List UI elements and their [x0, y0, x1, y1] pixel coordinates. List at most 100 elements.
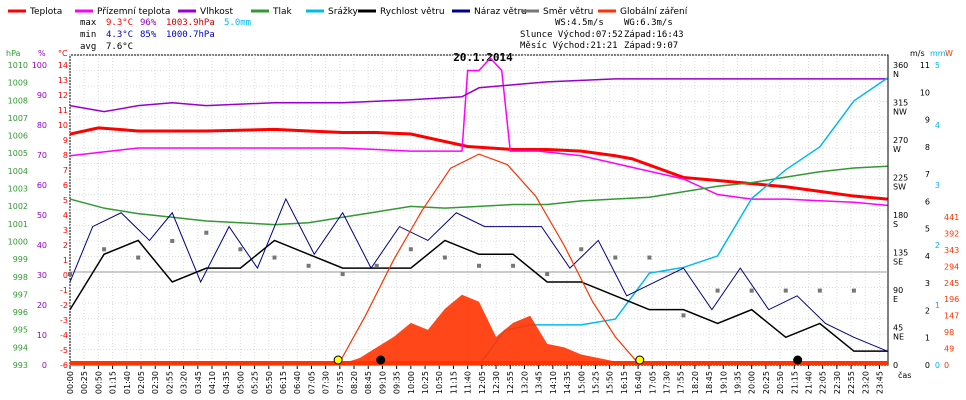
celsius-tick: 6 [63, 181, 68, 190]
stats-block: max 9.3°C 96% 1003.9hPa 5.0mm min 4.3°C 85% 1000… [80, 18, 251, 52]
series-line-p-zemn-teplota [69, 56, 888, 207]
w-tick: 147 [944, 312, 959, 321]
legend-label: Srážky [328, 7, 359, 17]
time-tick-label: 07:30 [322, 371, 331, 394]
time-tick-label: 07:55 [336, 371, 345, 394]
legend-label: Náraz větru [474, 7, 527, 17]
dir-tick-letter: S [893, 220, 898, 229]
time-tick-label: 12:30 [492, 371, 501, 394]
celsius-tick: 3 [63, 226, 68, 235]
wind-dir-point [511, 263, 516, 268]
celsius-tick: 7 [63, 166, 68, 175]
dir-tick: 0 [893, 361, 898, 370]
legend-label: Rychlost větru [380, 7, 445, 17]
hpa-tick: 1005 [8, 149, 28, 158]
series-line-teplota [69, 126, 888, 201]
stats-max-label: max [80, 18, 97, 28]
celsius-tick: 1 [63, 256, 68, 265]
ms-tick: 8 [925, 143, 930, 152]
time-tick-label: 03:45 [194, 371, 203, 394]
time-tick-label: 12:05 [478, 371, 487, 394]
time-tick-label: 22:30 [833, 371, 842, 394]
pct-tick: 90 [37, 91, 47, 100]
time-tick-label: 00:50 [94, 371, 103, 394]
time-tick-label: 20:25 [762, 371, 771, 394]
wind-dir-point [647, 255, 652, 260]
pct-tick: 40 [37, 241, 47, 250]
dir-tick: 270 [893, 136, 908, 145]
mm-tick: 1 [935, 301, 940, 310]
hpa-tick: 1007 [8, 114, 28, 123]
celsius-tick: 9 [63, 136, 68, 145]
time-tick-label: 03:20 [180, 371, 189, 394]
wind-dir-point [715, 288, 720, 293]
time-tick-label: 20:00 [748, 371, 757, 394]
ms-tick: 7 [925, 170, 930, 179]
hpa-tick: 997 [13, 290, 28, 299]
pct-tick: 10 [37, 331, 47, 340]
dir-tick: 45 [893, 324, 903, 333]
stats-max-rain: 5.0mm [224, 18, 251, 28]
time-tick-label: 15:00 [577, 371, 586, 394]
time-tick-label: 15:25 [591, 371, 600, 394]
ms-tick: 6 [925, 197, 930, 206]
pct-tick: 30 [37, 271, 47, 280]
time-tick-label: 12:55 [506, 371, 515, 394]
celsius-tick: 8 [63, 151, 68, 160]
hpa-tick: 1004 [8, 167, 28, 176]
stats-min-label: min [80, 30, 96, 40]
ms-tick: 4 [925, 252, 930, 261]
hpa-tick: 1002 [8, 202, 28, 211]
celsius-tick: -5 [60, 346, 68, 355]
radiation-area [338, 294, 640, 365]
time-tick-label: 10:50 [435, 371, 444, 394]
ms-tick: 10 [920, 88, 930, 97]
celsius-tick: 4 [63, 211, 68, 220]
hpa-unit: hPa [6, 49, 21, 58]
time-tick-label: 23:45 [875, 371, 884, 394]
wind-dir-point [340, 272, 345, 277]
sunset-marker [635, 355, 645, 365]
celsius-tick: -6 [60, 361, 68, 370]
wind-dir-point [749, 288, 754, 293]
celsius-tick: -1 [60, 286, 68, 295]
wind-dir-point [477, 263, 481, 268]
time-tick-label: 09:10 [378, 371, 387, 394]
dir-tick-letter: NE [893, 333, 904, 342]
info-sun-rise: Slunce Východ:07:52 [520, 30, 623, 40]
time-tick-label: 20:50 [776, 371, 785, 394]
moonrise-marker [793, 355, 803, 365]
legend-label: Vlhkost [200, 7, 233, 17]
stats-max-press: 1003.9hPa [166, 18, 215, 28]
series-line-vlhkost [69, 78, 888, 113]
pct-tick: 60 [37, 181, 47, 190]
mm-tick: 3 [935, 181, 940, 190]
w-tick: 294 [944, 262, 959, 271]
dir-tick-letter: N [893, 70, 899, 79]
ms-tick: 2 [925, 306, 930, 315]
hpa-tick: 1003 [8, 185, 28, 194]
radiation-baseline [70, 361, 888, 365]
moonset-marker [376, 355, 386, 365]
time-tick-label: 18:45 [705, 371, 714, 394]
time-tick-label: 19:10 [719, 371, 728, 394]
w-unit: W [945, 49, 953, 58]
series-line-tlak [69, 165, 888, 226]
series-line-rychlost-v-tru [69, 239, 888, 352]
celsius-tick: 13 [58, 76, 68, 85]
info-moon-set: Západ:9:07 [624, 41, 678, 51]
time-tick-label: 08:45 [364, 371, 373, 394]
hpa-tick: 1000 [8, 237, 28, 246]
w-tick: 343 [944, 246, 959, 255]
legend: Teplota Přízemní teplota Vlhkost Tlak Srážky… [8, 7, 688, 17]
celsius-tick: -2 [60, 301, 68, 310]
series-layer [68, 56, 888, 366]
pct-unit: % [38, 49, 46, 58]
hpa-tick: 1001 [8, 220, 28, 229]
time-tick-label: 17:55 [677, 371, 686, 394]
time-tick-label: 00:25 [80, 371, 89, 394]
dir-tick-letter: NW [893, 108, 907, 117]
wind-dir-point [545, 272, 550, 277]
time-tick-label: 05:50 [265, 371, 274, 394]
